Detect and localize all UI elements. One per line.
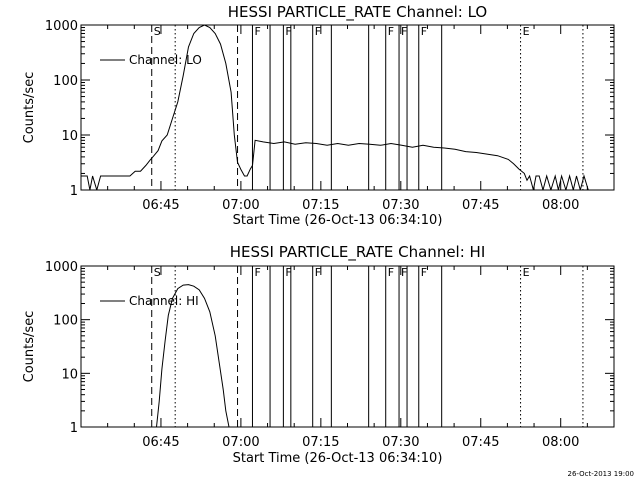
- x-tick-label: 08:00: [542, 435, 579, 450]
- event-marker-label: S: [154, 266, 161, 279]
- series-line: [156, 284, 230, 427]
- y-axis-label: Counts/sec: [22, 311, 37, 383]
- event-marker-label: F: [421, 25, 427, 38]
- y-tick-label: 1: [70, 421, 78, 436]
- x-tick-label: 07:15: [302, 435, 339, 450]
- x-tick-label: 06:45: [142, 435, 179, 450]
- x-tick-label: 07:45: [462, 198, 499, 213]
- x-tick-label: 07:30: [382, 198, 419, 213]
- chart-panel-1: HESSI PARTICLE_RATE Channel: LO 1 10 100 100…: [22, 3, 615, 228]
- plot-timestamp: 26-Oct-2013 19:00: [567, 470, 634, 478]
- event-marker-label: F: [388, 266, 394, 279]
- chart-title: HESSI PARTICLE_RATE Channel: HI: [230, 243, 486, 262]
- x-tick-label: 06:45: [142, 198, 179, 213]
- x-tick-label: 07:45: [462, 435, 499, 450]
- y-tick-label: 1000: [45, 19, 78, 34]
- plot-frame: [80, 24, 615, 191]
- y-axis-label: Counts/sec: [22, 72, 37, 144]
- y-tick-label: 1: [70, 184, 78, 199]
- event-marker-label: F: [401, 25, 407, 38]
- legend-label: Channel: LO: [129, 53, 202, 67]
- y-tick-label: 100: [53, 74, 78, 89]
- event-marker-label: F: [388, 25, 394, 38]
- legend-label: Channel: HI: [129, 294, 199, 308]
- series-line: [81, 25, 614, 190]
- y-tick-label: 1000: [45, 260, 78, 275]
- event-marker-label: F: [315, 266, 321, 279]
- event-marker-label: F: [254, 25, 260, 38]
- y-tick-label: 10: [61, 129, 78, 144]
- event-marker-label: E: [523, 25, 530, 38]
- event-marker-label: F: [285, 266, 291, 279]
- event-marker-label: F: [421, 266, 427, 279]
- x-tick-label: 08:00: [542, 198, 579, 213]
- y-tick-label: 10: [61, 367, 78, 382]
- event-marker-label: F: [254, 266, 260, 279]
- event-marker-label: F: [285, 25, 291, 38]
- x-tick-label: 07:30: [382, 435, 419, 450]
- x-tick-label: 07:00: [222, 198, 259, 213]
- chart-panel-2: HESSI PARTICLE_RATE Channel: HI 1 10 100 100…: [22, 243, 615, 466]
- x-axis-label: Start Time (26-Oct-13 06:34:10): [233, 451, 443, 466]
- event-marker-label: F: [401, 266, 407, 279]
- x-tick-label: 07:15: [302, 198, 339, 213]
- event-marker-label: F: [315, 25, 321, 38]
- plot-frame: [80, 265, 615, 428]
- chart-title: HESSI PARTICLE_RATE Channel: LO: [228, 3, 487, 22]
- event-marker-label: E: [523, 266, 530, 279]
- y-tick-label: 100: [53, 314, 78, 329]
- event-marker-label: S: [154, 25, 161, 38]
- x-axis-label: Start Time (26-Oct-13 06:34:10): [233, 213, 443, 228]
- x-tick-label: 07:00: [222, 435, 259, 450]
